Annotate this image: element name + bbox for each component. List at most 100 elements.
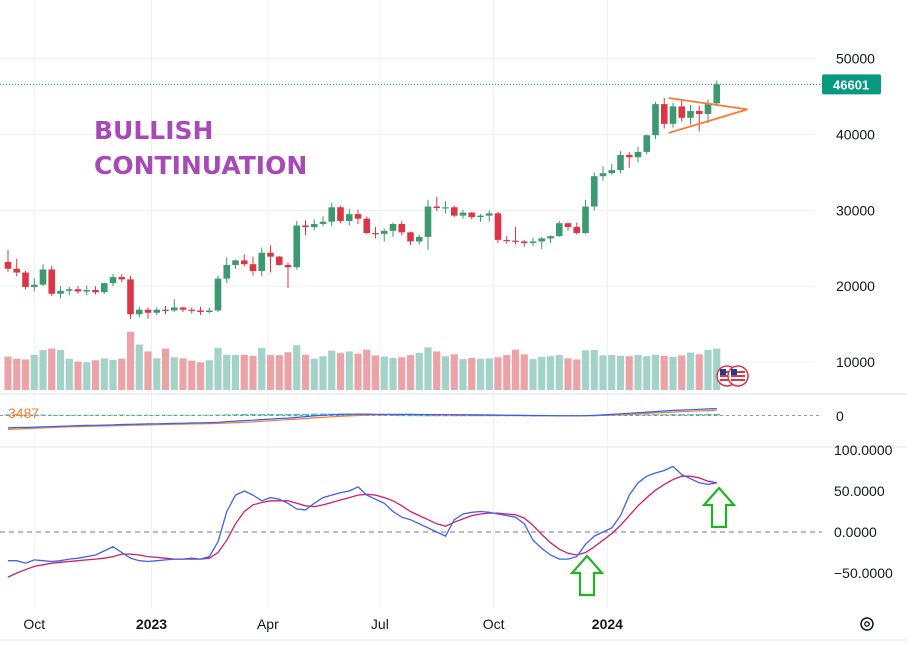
axes: 10000 20000 30000 40000 50000 −50.0000 0.0000 5… (23, 51, 893, 632)
macd-histogram-bar (92, 414, 99, 416)
candle-body (275, 256, 283, 265)
candle-body (162, 309, 169, 311)
candle-body (144, 309, 152, 313)
volume-bar (293, 345, 301, 390)
price-axis-tick: 40000 (836, 126, 875, 142)
candle-body (240, 260, 248, 265)
last-price-badge (822, 74, 881, 95)
candle-body (372, 233, 379, 235)
volume-bar (109, 359, 117, 390)
candle-body (337, 207, 344, 221)
macd-histogram-bar (634, 414, 642, 416)
macd-histogram-bar (284, 414, 292, 416)
up-arrow-annotation (701, 486, 737, 529)
macd-histogram-bar (57, 414, 64, 416)
macd-pane (0, 408, 822, 430)
moving-average-value: 3487 (8, 405, 39, 421)
candle-body (678, 106, 686, 118)
volume-bar (196, 362, 205, 390)
macd-histogram-bar (415, 415, 423, 417)
volume-bar (450, 354, 458, 390)
candle-body (634, 151, 642, 158)
candle-body (65, 289, 73, 291)
macd-histogram-bar (100, 414, 108, 416)
candle-body (267, 252, 274, 257)
candle-body (319, 221, 327, 224)
candle-body (433, 206, 441, 209)
volume-bar (310, 358, 318, 390)
candle-body (459, 212, 467, 216)
candle-body (258, 252, 266, 272)
candle-body (293, 225, 301, 268)
candle-body (30, 284, 38, 287)
volume-bar (476, 358, 485, 390)
volume-bar (363, 349, 371, 390)
macd-histogram-bar (22, 414, 29, 416)
volume-bar (686, 352, 695, 390)
stochastic-axis-tick: 0.0000 (834, 524, 877, 540)
macd-histogram-bar (135, 414, 143, 416)
candle-body (4, 261, 12, 269)
volume-bar (503, 355, 511, 390)
macd-signal-line (7, 409, 717, 430)
volume-bar (30, 354, 38, 390)
candle-body (485, 213, 493, 216)
macd-histogram-bar (4, 414, 12, 416)
volume-bar (144, 351, 152, 390)
candle-body (232, 260, 239, 265)
volume-bar (695, 354, 703, 390)
volume-bar (4, 356, 12, 390)
volume-bar (529, 359, 537, 390)
candle-body (669, 106, 677, 124)
macd-histogram-bar (424, 415, 432, 417)
volume-bar (494, 357, 502, 390)
volume-bar (91, 360, 100, 390)
candle-body (188, 309, 196, 311)
price-axis-tick: 30000 (836, 202, 875, 218)
candle-body (13, 268, 21, 273)
price-axis-tick: 50000 (836, 51, 875, 67)
time-axis-tick: 2024 (592, 616, 623, 632)
macd-histogram-bar (249, 414, 257, 416)
macd-histogram-bar (275, 414, 283, 416)
macd-histogram-bar (660, 414, 668, 416)
macd-histogram-bar (30, 414, 38, 416)
candle-body (389, 223, 397, 231)
candle-body (345, 214, 353, 221)
candle-body (687, 110, 694, 118)
volume-bar (608, 355, 616, 390)
macd-histogram-bar (179, 414, 187, 416)
candle-body (503, 239, 511, 242)
time-axis-tick: Oct (483, 616, 505, 632)
candle-body (302, 225, 309, 228)
candle-body (205, 310, 213, 312)
settings-icon[interactable] (860, 617, 874, 631)
volume-bar (231, 355, 240, 390)
volume-bar (424, 347, 432, 390)
volume-bar (21, 359, 30, 390)
candle-body (608, 170, 616, 174)
time-axis-tick: Oct (23, 616, 45, 632)
candle-body (197, 310, 204, 312)
candle-body (617, 154, 624, 171)
volume-bar (651, 354, 660, 390)
macd-histogram-bar (240, 414, 248, 416)
macd-histogram-bar (669, 414, 677, 416)
volume-bar (328, 350, 336, 390)
volume-bar (266, 355, 275, 390)
candle-body (118, 277, 126, 280)
volume-bar (258, 347, 266, 390)
candle-body (380, 230, 388, 234)
candle-body (415, 236, 423, 242)
volume-bar (56, 350, 65, 390)
price-axis-tick: 10000 (836, 354, 875, 370)
candle-body (520, 241, 528, 243)
candle-body (214, 278, 222, 311)
volume-bar (13, 358, 21, 390)
macd-histogram-bar (459, 415, 467, 417)
macd-histogram-bar (442, 415, 449, 417)
macd-histogram-bar (302, 413, 309, 416)
volume-bar (678, 355, 686, 390)
